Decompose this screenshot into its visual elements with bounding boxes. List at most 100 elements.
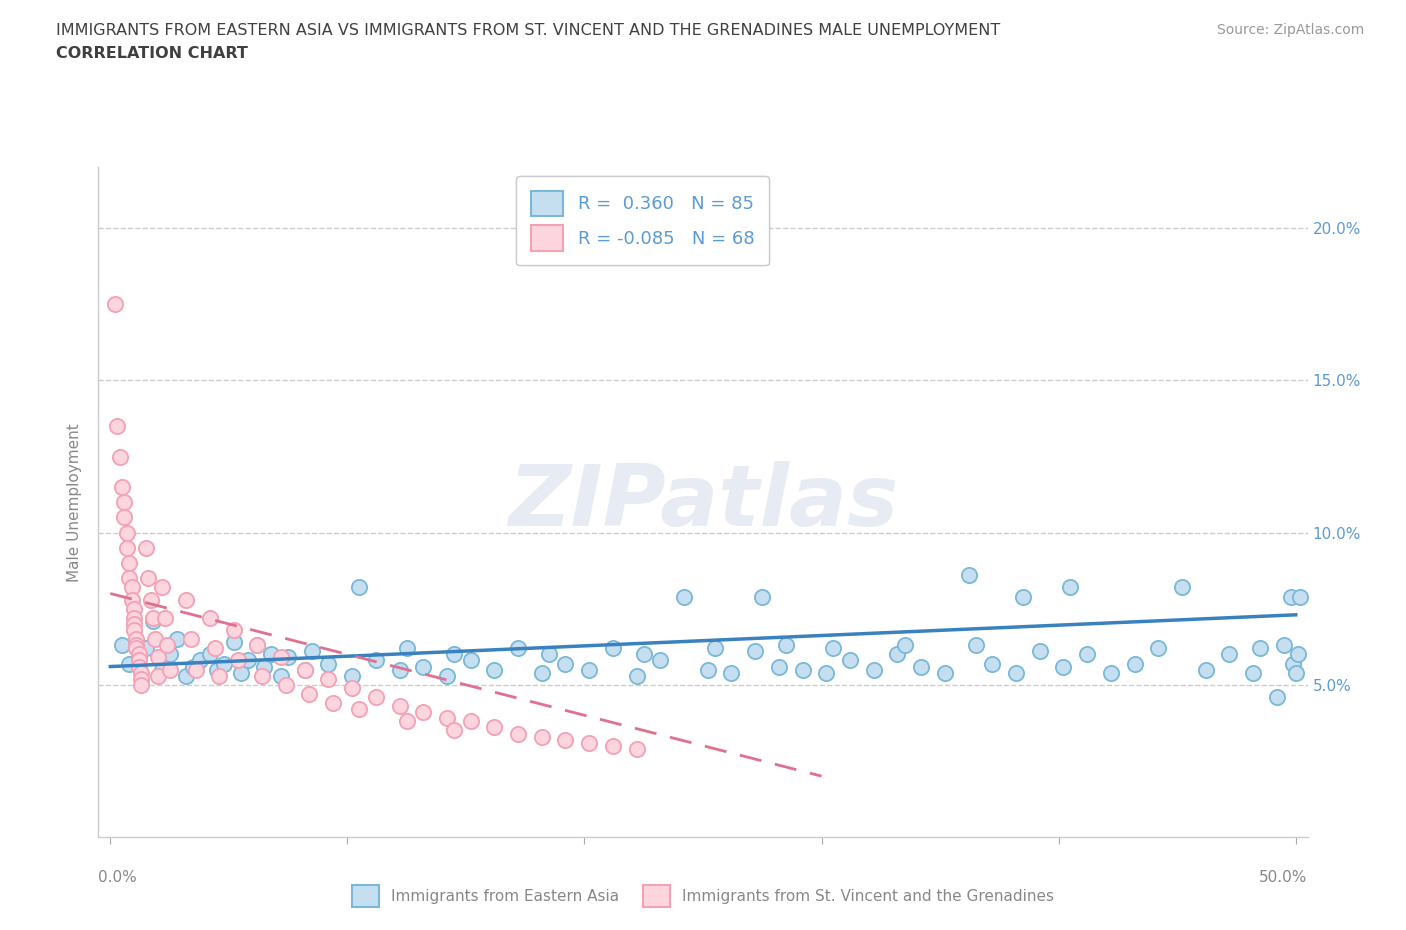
Point [1005, 665, 1028, 680]
Point [122, 610, 145, 625]
Point [125, 638, 148, 653]
Point [1059, 580, 1081, 595]
Point [886, 647, 908, 662]
Point [253, 659, 276, 674]
Point [1194, 662, 1216, 677]
Point [1028, 644, 1050, 658]
Point [277, 650, 299, 665]
Point [115, 525, 138, 540]
Point [554, 656, 576, 671]
Point [129, 677, 152, 692]
Point [650, 653, 672, 668]
Point [174, 592, 197, 607]
Point [506, 641, 529, 656]
Point [862, 662, 884, 677]
Point [212, 656, 235, 671]
Point [1265, 689, 1288, 704]
Text: 50.0%: 50.0% [1260, 870, 1308, 884]
Point [364, 653, 387, 668]
Point [180, 631, 202, 646]
Point [484, 720, 506, 735]
Point [673, 589, 696, 604]
Point [156, 638, 179, 653]
Point [226, 653, 249, 668]
Point [222, 635, 245, 650]
Point [775, 638, 797, 653]
Point [222, 622, 245, 637]
Point [626, 741, 648, 756]
Point [578, 736, 600, 751]
Point [174, 669, 197, 684]
Point [1289, 589, 1312, 604]
Point [910, 659, 932, 674]
Point [436, 669, 458, 684]
Point [135, 540, 157, 555]
Point [633, 647, 655, 662]
Point [105, 418, 128, 433]
Y-axis label: Male Unemployment: Male Unemployment [67, 423, 83, 581]
Point [1279, 589, 1302, 604]
Point [1285, 665, 1308, 680]
Point [340, 669, 363, 684]
Point [443, 647, 465, 662]
Point [388, 698, 411, 713]
Point [1052, 659, 1074, 674]
Point [121, 592, 143, 607]
Point [792, 662, 814, 677]
Point [128, 659, 150, 674]
Point [142, 614, 165, 629]
Point [143, 631, 166, 646]
Point [340, 681, 363, 696]
Point [823, 641, 845, 656]
Point [294, 662, 316, 677]
Point [122, 622, 145, 637]
Point [751, 589, 773, 604]
Point [1076, 647, 1098, 662]
Point [139, 592, 162, 607]
Point [111, 638, 134, 653]
Point [1147, 641, 1170, 656]
Point [364, 689, 387, 704]
Point [125, 631, 148, 646]
Text: 0.0%: 0.0% [98, 870, 138, 884]
Point [152, 580, 174, 595]
Point [159, 647, 181, 662]
Point [122, 602, 145, 617]
Point [388, 662, 411, 677]
Point [578, 662, 600, 677]
Point [122, 617, 145, 631]
Point [128, 650, 150, 665]
Point [153, 610, 176, 625]
Point [1272, 638, 1295, 653]
Point [703, 641, 725, 656]
Point [190, 653, 212, 668]
Point [506, 726, 529, 741]
Point [1286, 647, 1309, 662]
Point [166, 631, 188, 646]
Point [270, 669, 292, 684]
Point [768, 659, 790, 674]
Legend: R =  0.360   N = 85, R = -0.085   N = 68: R = 0.360 N = 85, R = -0.085 N = 68 [516, 177, 769, 265]
Point [250, 669, 273, 684]
Point [720, 665, 742, 680]
Point [395, 641, 418, 656]
Point [484, 662, 506, 677]
Point [412, 705, 434, 720]
Point [1282, 656, 1305, 671]
Point [744, 644, 766, 658]
Point [436, 711, 458, 725]
Point [602, 641, 624, 656]
Point [274, 677, 297, 692]
Point [184, 662, 207, 677]
Point [204, 641, 226, 656]
Point [443, 723, 465, 737]
Point [205, 662, 228, 677]
Point [181, 659, 204, 674]
Point [537, 647, 560, 662]
Point [460, 714, 482, 729]
Point [1012, 589, 1035, 604]
Point [208, 669, 231, 684]
Point [965, 638, 987, 653]
Point [347, 580, 370, 595]
Point [1241, 665, 1264, 680]
